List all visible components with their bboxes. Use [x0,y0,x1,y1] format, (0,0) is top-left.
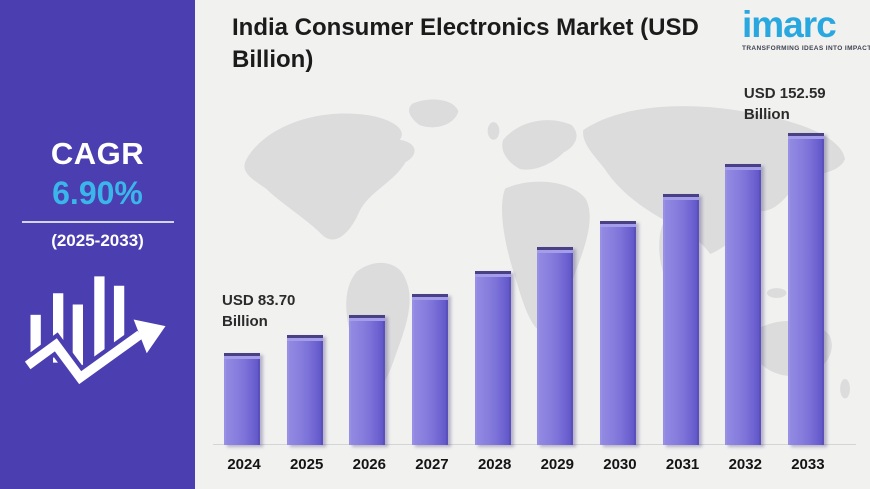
cagr-value: 6.90% [52,175,143,211]
bar-2029 [537,247,574,445]
x-axis-label-2025: 2025 [289,456,324,473]
bar-column-2028: 2028 [474,85,515,477]
bar-column-2027: 2027 [411,85,452,477]
bar-series: 2024 USD 83.70 Billion 2025 2026 2027 2028 202… [222,85,828,477]
x-axis-label-2032: 2032 [728,456,762,473]
imarc-logo: imarc TRANSFORMING IDEAS INTO IMPACT [742,4,870,52]
bar-chart: 2024 USD 83.70 Billion 2025 2026 2027 2028 202… [195,84,870,489]
bar-column-2033: 2033 USD 152.59 Billion [744,85,828,477]
value-label-2024: USD 83.70 Billion [222,291,296,331]
imarc-wordmark: imarc [742,4,837,45]
x-axis-label-2030: 2030 [603,456,637,473]
divider [21,221,174,223]
bar-2031 [662,194,699,445]
bar-column-2025: 2025 [286,85,327,477]
value-label-2033: USD 152.59 Billion [743,84,826,124]
bar-2033 [787,133,824,445]
x-axis-label-2033: 2033 [791,456,825,473]
bar-column-2024: 2024 USD 83.70 Billion [222,85,295,477]
bar-2025 [286,335,323,445]
x-axis-label-2031: 2031 [665,456,700,473]
cagr-label: CAGR [50,136,145,171]
bar-2028 [474,271,511,445]
cagr-panel: CAGR 6.90% (2025-2033) [0,0,195,489]
imarc-tagline: TRANSFORMING IDEAS INTO IMPACT [742,44,870,52]
cagr-period: (2025-2033) [51,231,144,250]
bar-column-2031: 2031 [662,85,703,477]
bar-column-2030: 2030 [599,85,640,477]
bar-column-2029: 2029 [537,85,577,477]
bar-2032 [725,164,762,445]
bar-column-2032: 2032 [725,85,765,477]
x-axis-label-2029: 2029 [540,456,574,473]
bar-2027 [411,294,448,445]
page-title: India Consumer Electronics Market (USD B… [232,14,699,73]
bar-2030 [599,221,636,445]
chart-area: India Consumer Electronics Market (USD B… [195,0,870,489]
x-axis-label-2028: 2028 [477,456,512,473]
x-axis-label-2027: 2027 [415,456,449,473]
growth-chart-arrow-icon [21,276,165,390]
x-axis-label-2024: 2024 [227,456,261,473]
x-axis-line [213,444,856,445]
bar-2026 [349,315,386,445]
x-axis-label-2026: 2026 [352,456,386,473]
bar-2024 [224,353,260,445]
bar-column-2026: 2026 [349,85,389,477]
